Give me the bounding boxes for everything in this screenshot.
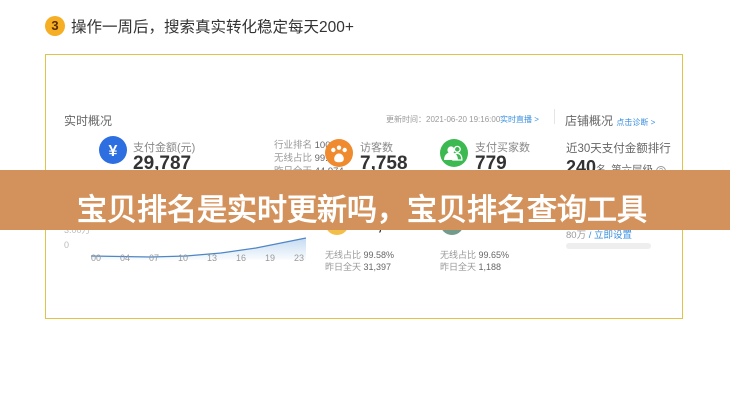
svg-text:¥: ¥	[109, 143, 118, 160]
